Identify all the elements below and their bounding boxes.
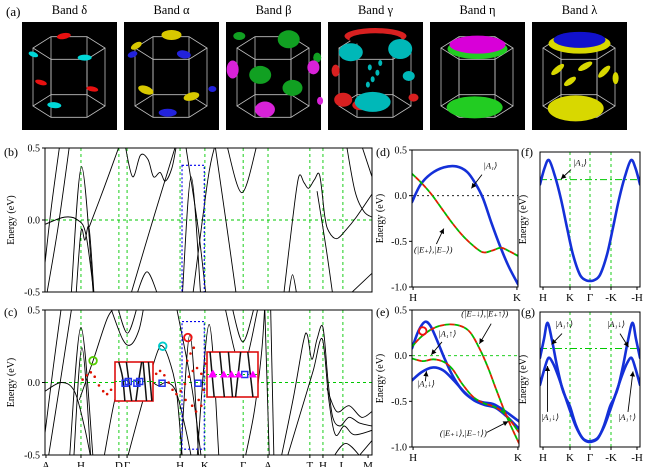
plot-f: |A₁⟩ (f) Energy (eV) H K Γ -K -H	[518, 145, 643, 304]
svg-text:(d): (d)	[376, 145, 390, 159]
svg-text:(|E₋↓⟩,|E₊↑⟩): (|E₋↓⟩,|E₊↑⟩)	[461, 308, 508, 318]
svg-text:-K: -K	[605, 292, 617, 304]
plot-c: (c)Energy (eV)0.50.0-0.5A H D Γ H K Γ A T H L M	[4, 305, 373, 467]
plot-b: (b) Energy (eV) 0.5 0.0 -0.5	[4, 144, 373, 299]
svg-text:0.0: 0.0	[28, 216, 41, 227]
svg-text:H: H	[409, 292, 417, 304]
svg-text:|A₁⟩: |A₁⟩	[484, 160, 498, 170]
svg-text:(b): (b)	[4, 145, 18, 159]
svg-text:-K: -K	[605, 452, 617, 464]
fermi-surface-band-eta	[430, 22, 525, 130]
svg-text:Energy (eV): Energy (eV)	[375, 194, 386, 244]
svg-text:A: A	[42, 460, 50, 467]
svg-text:|A₁↓⟩: |A₁↓⟩	[607, 319, 625, 329]
svg-text:Γ: Γ	[587, 292, 593, 304]
svg-text:-H: -H	[631, 452, 643, 464]
svg-text:0.0: 0.0	[28, 378, 41, 389]
svg-text:(|E₊⟩,|E₋⟩): (|E₊⟩,|E₋⟩)	[414, 244, 453, 254]
svg-text:H: H	[539, 292, 547, 304]
svg-text:-1.0: -1.0	[391, 283, 407, 294]
svg-text:-0.5: -0.5	[391, 237, 407, 248]
svg-text:|A₁↑⟩: |A₁↑⟩	[618, 412, 636, 422]
fermi-surface-band-gamma	[328, 22, 423, 130]
svg-text:-H: -H	[631, 292, 643, 304]
svg-text:-0.5: -0.5	[391, 397, 407, 408]
svg-text:Energy (eV): Energy (eV)	[518, 355, 529, 405]
svg-text:K: K	[513, 292, 521, 304]
svg-text:L: L	[340, 460, 347, 467]
svg-text:0.0: 0.0	[395, 351, 408, 362]
fermi-surface-band-delta	[22, 22, 117, 130]
svg-text:(e): (e)	[376, 305, 389, 319]
svg-text:|A₁⟩: |A₁⟩	[573, 158, 587, 168]
band-title-alpha: Band α	[153, 3, 190, 17]
svg-text:0.5: 0.5	[28, 144, 41, 155]
svg-text:Γ: Γ	[240, 460, 246, 467]
svg-text:M: M	[363, 460, 373, 467]
fermi-surface-band-beta	[226, 22, 324, 130]
svg-text:|A₁↓⟩: |A₁↓⟩	[417, 379, 435, 389]
svg-text:Γ: Γ	[124, 460, 130, 467]
svg-text:(c): (c)	[4, 305, 17, 319]
svg-text:0.5: 0.5	[395, 146, 408, 157]
svg-text:(g): (g)	[521, 305, 535, 319]
svg-text:0.5: 0.5	[28, 306, 41, 317]
svg-text:Energy (eV): Energy (eV)	[6, 195, 17, 245]
band-title-beta: Band β	[255, 3, 292, 17]
plot-g: |A₁↑⟩ |A₁↓⟩ |A₁↓⟩ |A₁↑⟩ (g) Energy (eV) H K Γ -K -…	[518, 305, 643, 464]
plot-d: |A₁⟩ (|E₊⟩,|E₋⟩) (d) Energy (eV) 0.5 0.0 -0.5 -…	[375, 145, 521, 304]
svg-text:-0.5: -0.5	[24, 288, 40, 299]
svg-text:H: H	[409, 452, 417, 464]
svg-text:T: T	[307, 460, 314, 467]
svg-text:H: H	[77, 460, 85, 467]
plot-e: (|E₋↓⟩,|E₊↑⟩) |A₁↑⟩ |A₁↓⟩ (|E₊↓⟩,|E₋↑⟩) (e) E…	[375, 305, 522, 464]
svg-text:K: K	[566, 452, 574, 464]
svg-text:(|E₊↓⟩,|E₋↑⟩): (|E₊↓⟩,|E₋↑⟩)	[440, 428, 487, 438]
svg-text:H: H	[176, 460, 184, 467]
svg-text:H: H	[539, 452, 547, 464]
svg-text:Energy (eV): Energy (eV)	[6, 358, 17, 408]
fermi-surface-band-lambda	[532, 22, 627, 130]
svg-text:K: K	[201, 460, 209, 467]
svg-text:Energy (eV): Energy (eV)	[375, 354, 386, 404]
band-title-gamma: Band γ	[357, 3, 394, 17]
svg-text:A: A	[264, 460, 272, 467]
svg-text:Energy (eV): Energy (eV)	[518, 195, 529, 245]
svg-text:|A₁↓⟩: |A₁↓⟩	[541, 412, 559, 422]
svg-text:H: H	[319, 460, 327, 467]
svg-text:(f): (f)	[521, 145, 533, 159]
svg-text:|A₁↑⟩: |A₁↑⟩	[555, 319, 573, 329]
fermi-surface-band-alpha	[124, 22, 219, 130]
svg-text:K: K	[514, 452, 522, 464]
svg-text:|A₁↑⟩: |A₁↑⟩	[438, 328, 456, 338]
band-title-lambda: Band λ	[561, 3, 598, 17]
svg-text:K: K	[566, 292, 574, 304]
band-title-delta: Band δ	[51, 3, 88, 17]
svg-text:-0.5: -0.5	[24, 451, 40, 462]
svg-text:0.0: 0.0	[395, 191, 408, 202]
svg-text:-1.0: -1.0	[391, 443, 407, 454]
svg-text:Γ: Γ	[587, 452, 593, 464]
band-title-eta: Band η	[459, 3, 496, 17]
svg-text:D: D	[115, 460, 123, 467]
svg-text:0.5: 0.5	[395, 306, 408, 317]
panel-a-label: (a)	[6, 4, 21, 19]
